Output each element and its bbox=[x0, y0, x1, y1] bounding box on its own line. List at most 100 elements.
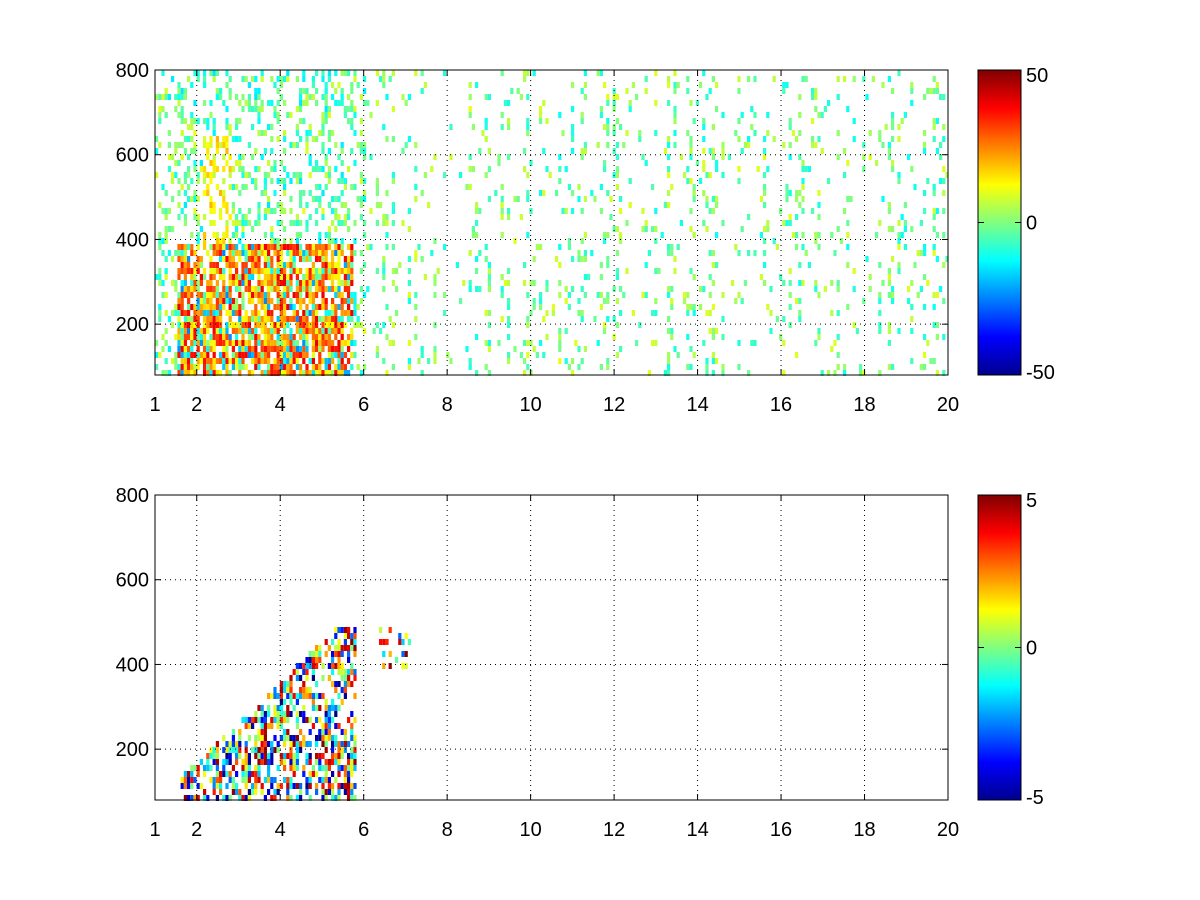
heatmap-cell bbox=[468, 358, 472, 364]
heatmap-cell bbox=[305, 352, 309, 358]
heatmap-cell bbox=[340, 160, 344, 166]
heatmap-cell bbox=[737, 88, 741, 94]
heatmap-cell bbox=[212, 220, 216, 226]
heatmap-cell bbox=[215, 741, 219, 747]
heatmap-cell bbox=[327, 729, 331, 735]
heatmap-cell bbox=[187, 364, 191, 370]
heatmap-cell bbox=[331, 298, 335, 304]
heatmap-cell bbox=[782, 82, 786, 88]
heatmap-cell bbox=[260, 717, 264, 723]
heatmap-cell bbox=[187, 771, 191, 777]
heatmap-cell bbox=[263, 274, 267, 280]
heatmap-cell bbox=[340, 783, 344, 789]
heatmap-cell bbox=[289, 112, 293, 118]
heatmap-cell bbox=[257, 250, 261, 256]
heatmap-cell bbox=[257, 292, 261, 298]
y-tick-label: 600 bbox=[116, 145, 149, 167]
heatmap-cell bbox=[241, 280, 245, 286]
heatmap-cell bbox=[711, 148, 715, 154]
heatmap-cell bbox=[203, 765, 207, 771]
heatmap-cell bbox=[311, 82, 315, 88]
heatmap-cell bbox=[379, 627, 383, 633]
heatmap-cell bbox=[183, 214, 187, 220]
heatmap-cell bbox=[331, 789, 335, 795]
heatmap-cell bbox=[222, 771, 226, 777]
heatmap-cell bbox=[407, 208, 411, 214]
heatmap-cell bbox=[337, 82, 341, 88]
heatmap-cell bbox=[711, 208, 715, 214]
heatmap-cell bbox=[487, 286, 491, 292]
heatmap-cell bbox=[766, 130, 770, 136]
heatmap-cell bbox=[222, 196, 226, 202]
heatmap-cell bbox=[663, 370, 667, 376]
heatmap-cell bbox=[219, 190, 223, 196]
heatmap-cell bbox=[705, 226, 709, 232]
heatmap-cell bbox=[263, 711, 267, 717]
heatmap-cell bbox=[273, 244, 277, 250]
heatmap-cell bbox=[263, 777, 267, 783]
heatmap-cell bbox=[270, 238, 274, 244]
heatmap-cell bbox=[206, 370, 210, 376]
heatmap-cell bbox=[644, 76, 648, 82]
heatmap-cell bbox=[571, 256, 575, 262]
heatmap-cell bbox=[395, 268, 399, 274]
heatmap-cell bbox=[308, 214, 312, 220]
heatmap-cell bbox=[276, 364, 280, 370]
heatmap-cell bbox=[241, 166, 245, 172]
heatmap-cell bbox=[891, 124, 895, 130]
heatmap-cell bbox=[932, 304, 936, 310]
heatmap-cell bbox=[305, 370, 309, 376]
heatmap-cell bbox=[388, 316, 392, 322]
heatmap-cell bbox=[260, 298, 264, 304]
heatmap-cell bbox=[263, 304, 267, 310]
heatmap-cell bbox=[257, 352, 261, 358]
heatmap-cell bbox=[196, 238, 200, 244]
heatmap-cell bbox=[868, 154, 872, 160]
heatmap-cell bbox=[289, 244, 293, 250]
heatmap-cell bbox=[183, 190, 187, 196]
heatmap-cell bbox=[414, 304, 418, 310]
heatmap-cell bbox=[340, 364, 344, 370]
heatmap-cell bbox=[414, 292, 418, 298]
heatmap-cell bbox=[279, 346, 283, 352]
heatmap-cell bbox=[324, 154, 328, 160]
heatmap-cell bbox=[247, 777, 251, 783]
heatmap-cell bbox=[225, 328, 229, 334]
heatmap-cell bbox=[324, 322, 328, 328]
heatmap-cell bbox=[315, 783, 319, 789]
heatmap-cell bbox=[331, 238, 335, 244]
heatmap-cell bbox=[734, 244, 738, 250]
heatmap-cell bbox=[311, 316, 315, 322]
heatmap-cell bbox=[209, 244, 213, 250]
heatmap-cell bbox=[846, 232, 850, 238]
heatmap-cell bbox=[654, 238, 658, 244]
heatmap-cell bbox=[174, 364, 178, 370]
heatmap-cell bbox=[702, 190, 706, 196]
heatmap-cell bbox=[193, 340, 197, 346]
heatmap-cell bbox=[382, 358, 386, 364]
heatmap-cell bbox=[209, 196, 213, 202]
heatmap-cell bbox=[254, 178, 258, 184]
heatmap-cell bbox=[625, 268, 629, 274]
heatmap-cell bbox=[913, 184, 917, 190]
heatmap-cell bbox=[814, 280, 818, 286]
heatmap-cell bbox=[651, 226, 655, 232]
heatmap-cell bbox=[414, 184, 418, 190]
heatmap-cell bbox=[254, 244, 258, 250]
heatmap-cell bbox=[702, 286, 706, 292]
heatmap-cell bbox=[343, 310, 347, 316]
heatmap-cell bbox=[279, 322, 283, 328]
heatmap-cell bbox=[878, 370, 882, 376]
x-tick-label: 8 bbox=[442, 819, 453, 841]
heatmap-cell bbox=[247, 250, 251, 256]
heatmap-cell bbox=[590, 190, 594, 196]
heatmap-cell bbox=[212, 232, 216, 238]
heatmap-cell bbox=[190, 328, 194, 334]
heatmap-cell bbox=[276, 693, 280, 699]
heatmap-cell bbox=[260, 304, 264, 310]
heatmap-cell bbox=[750, 124, 754, 130]
heatmap-cell bbox=[331, 250, 335, 256]
heatmap-cell bbox=[436, 268, 440, 274]
heatmap-cell bbox=[324, 88, 328, 94]
heatmap-cell bbox=[215, 148, 219, 154]
